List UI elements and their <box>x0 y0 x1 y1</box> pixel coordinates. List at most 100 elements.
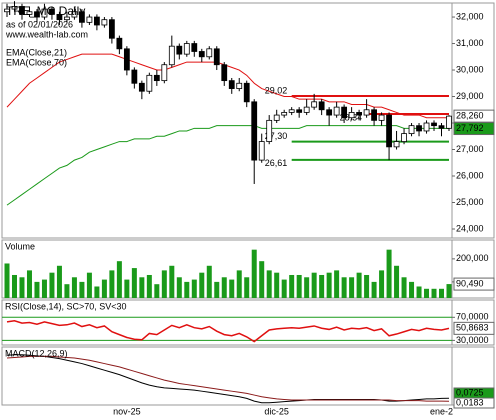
volume-bar <box>64 284 70 298</box>
x-tick-label: ene-2 <box>430 406 453 416</box>
candle-body <box>303 106 310 113</box>
candle-body <box>183 43 190 55</box>
volume-bar <box>394 265 400 298</box>
candle-body <box>258 141 265 161</box>
candle-body <box>333 106 340 116</box>
volume-bar <box>124 279 130 298</box>
candle-body <box>206 48 213 58</box>
y-tick-label: 30,0000 <box>456 335 489 345</box>
legend-entry: EMA(Close,70) <box>6 57 67 67</box>
line <box>6 125 450 206</box>
panel-title: RSI(Close,14), SC>70, SV<30 <box>5 301 127 311</box>
candle-body <box>318 101 325 111</box>
candle-body <box>378 114 385 121</box>
candle-body <box>131 69 138 84</box>
volume-bar <box>79 281 85 298</box>
volume-bar <box>416 286 422 298</box>
line <box>6 355 450 402</box>
candle-body <box>431 122 437 127</box>
volume-bar <box>199 272 205 298</box>
volume-bar <box>401 277 407 298</box>
y-tick-label: 70,0000 <box>456 312 489 322</box>
candle-body <box>356 112 363 116</box>
candle-body <box>101 19 108 26</box>
value-tag-label: 27,792 <box>456 123 484 133</box>
candle-body <box>11 6 18 10</box>
volume-bar <box>34 281 40 298</box>
candle-body <box>146 74 153 92</box>
volume-bar <box>116 261 122 298</box>
volume-bar <box>56 265 62 298</box>
line <box>6 320 450 343</box>
y-tick-label: 29,000 <box>456 91 484 101</box>
candle-body <box>228 80 235 89</box>
candle-body <box>341 106 348 119</box>
value-tag-label: 28,260 <box>456 111 484 121</box>
candle-body <box>26 11 33 15</box>
volume-bar <box>161 270 167 298</box>
volume-bar <box>274 272 280 298</box>
candle-body <box>116 37 123 50</box>
candle-body <box>281 112 288 116</box>
volume-bar <box>289 274 295 298</box>
volume-bar <box>311 272 317 298</box>
candle-body <box>64 16 70 21</box>
volume-bar <box>214 281 220 298</box>
volume-bar <box>379 270 385 298</box>
volume-bar <box>26 270 32 298</box>
candle-body <box>416 125 422 132</box>
volume-bar <box>41 279 47 298</box>
candle-body <box>438 125 445 129</box>
candle-body <box>198 51 205 58</box>
volume-bar <box>229 279 235 298</box>
volume-bar <box>386 249 392 298</box>
volume-bar <box>19 277 25 298</box>
volume-bar <box>409 281 415 298</box>
volume-bar <box>251 249 257 298</box>
volume-bar <box>4 263 10 298</box>
volume-bar <box>424 288 430 298</box>
candle-body <box>34 11 40 18</box>
candle-body <box>191 43 198 52</box>
candle-body <box>348 112 355 119</box>
candle-body <box>19 6 25 15</box>
volume-bar <box>296 274 302 298</box>
candle-body <box>93 16 100 26</box>
level-label: 29,02 <box>265 85 288 95</box>
value-tag <box>453 397 495 409</box>
volume-bar <box>356 272 362 298</box>
volume-bar <box>221 277 227 298</box>
candle-body <box>371 109 377 121</box>
candle-body <box>446 115 452 129</box>
candle-body <box>79 11 85 23</box>
volume-bar <box>364 274 370 298</box>
panel-title: MACD(12,26,9) <box>5 348 68 358</box>
y-tick-label: 31,000 <box>456 38 484 48</box>
volume-bar <box>206 265 212 298</box>
candle-body <box>296 109 303 113</box>
volume-bar <box>131 268 137 298</box>
chart-title: TRE_MC Daily <box>6 4 85 18</box>
volume-bar <box>266 270 272 298</box>
candle-body <box>108 19 115 39</box>
candle-body <box>311 101 318 108</box>
candle-body <box>243 82 250 103</box>
candle-body <box>236 82 243 89</box>
y-tick-label: 27,000 <box>456 144 484 154</box>
y-tick-label: 200,000 <box>456 253 489 263</box>
x-tick-label: nov-25 <box>113 406 141 416</box>
y-tick-label: 32,000 <box>456 11 484 21</box>
volume-bar <box>319 274 325 298</box>
volume-bar <box>109 270 115 298</box>
candle-body <box>213 48 220 66</box>
y-tick-label: 30,000 <box>456 64 484 74</box>
value-tag <box>453 321 495 335</box>
candle-body <box>221 64 228 82</box>
candle-body <box>273 114 280 121</box>
volume-bar <box>154 284 160 298</box>
candle-body <box>423 122 430 132</box>
volume-bar <box>439 288 445 298</box>
volume-bar <box>176 277 182 298</box>
value-tag-label: 50,8683 <box>456 323 489 333</box>
volume-bar <box>371 281 377 298</box>
